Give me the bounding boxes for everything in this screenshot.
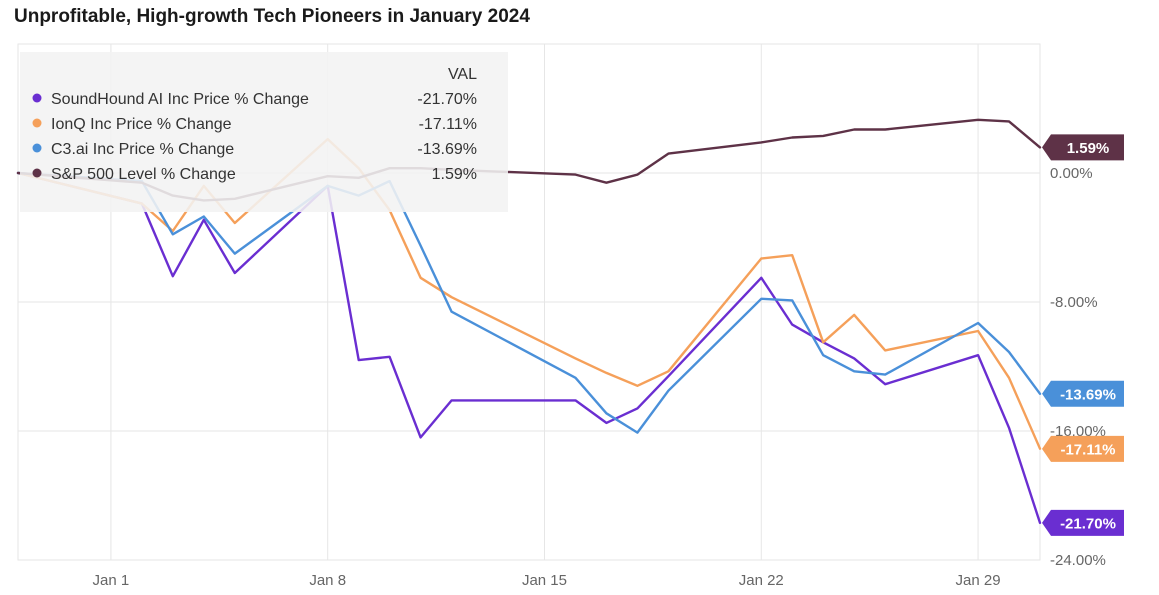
x-tick-label: Jan 8 (309, 572, 346, 589)
legend-entry-label: C3.ai Inc Price % Change (51, 141, 234, 158)
x-tick-label: Jan 22 (739, 572, 784, 589)
series-line-0 (16, 171, 1042, 525)
legend-entry-label: SoundHound AI Inc Price % Change (51, 91, 309, 108)
y-tick-label: -8.00% (1050, 294, 1098, 311)
legend-entry-value: -17.11% (419, 116, 477, 133)
series-line-2 (16, 171, 1042, 434)
end-value-label: -21.70% (1060, 515, 1116, 532)
y-tick-label: -24.00% (1050, 552, 1106, 569)
end-value-label-bg (1042, 134, 1124, 161)
legend-entry-value: -21.70% (417, 91, 477, 108)
end-value-label-bg (1042, 509, 1124, 536)
legend-marker (32, 168, 42, 178)
legend-entry-label: S&P 500 Level % Change (51, 166, 236, 183)
y-tick-label: -16.00% (1050, 423, 1106, 440)
chart-title: Unprofitable, High-growth Tech Pioneers … (14, 6, 530, 27)
x-tick-label: Jan 1 (93, 572, 130, 589)
end-value-label: -17.11% (1060, 441, 1115, 458)
y-tick-label: 0.00% (1050, 165, 1093, 182)
legend-entry-value: 1.59% (432, 166, 477, 183)
legend-marker (32, 143, 42, 153)
x-tick-label: Jan 29 (956, 572, 1001, 589)
legend-box (20, 52, 508, 212)
end-value-label: -13.69% (1060, 386, 1116, 403)
end-value-label-bg (1042, 380, 1124, 407)
legend-value-header: VAL (448, 66, 477, 83)
x-tick-label: Jan 15 (522, 572, 567, 589)
legend-marker (32, 118, 42, 128)
legend-marker (32, 93, 42, 103)
end-value-label-bg (1042, 435, 1124, 462)
legend-entry-value: -13.69% (417, 141, 477, 158)
end-value-label: 1.59% (1067, 140, 1110, 157)
legend-entry-label: IonQ Inc Price % Change (51, 116, 232, 133)
